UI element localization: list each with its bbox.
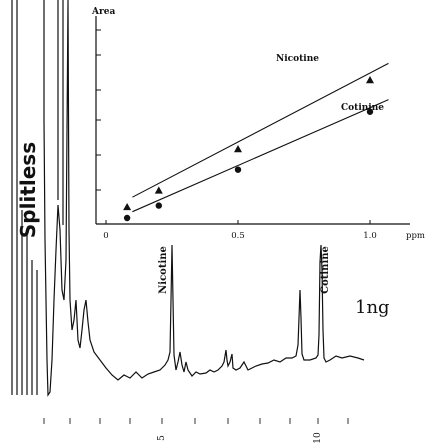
peak-label-cotinine: Cotinine — [320, 246, 331, 294]
inset-x-tick-label: 1.0 — [363, 231, 377, 241]
point-nicotine — [234, 145, 242, 153]
amount-label: 1ng — [355, 297, 390, 318]
peak-label-nicotine: Nicotine — [158, 246, 169, 294]
bottom-tick-label-10: 10 — [313, 432, 323, 444]
series-label-cotinine: Cotinine — [341, 103, 384, 113]
point-nicotine — [366, 76, 374, 84]
trace-line — [43, 0, 365, 397]
inset-y-ticks — [96, 29, 101, 191]
point-cotinine — [123, 214, 131, 222]
inset-x-axis-unit: ppm — [406, 231, 425, 241]
point-cotinine — [155, 202, 162, 209]
chromatogram-trace — [11, 0, 365, 397]
inset-x-tick-label: 0 — [103, 231, 108, 241]
calibration-inset: Area ppm 0 0.5 1.0 Nicotine Cotinine — [91, 7, 425, 241]
point-nicotine — [123, 202, 132, 211]
fit-line-cotinine — [132, 99, 389, 213]
bottom-tick-label-5: 5 — [157, 435, 167, 441]
point-cotinine — [366, 108, 374, 115]
series-label-nicotine: Nicotine — [276, 54, 319, 64]
inset-series — [123, 62, 389, 222]
fit-line-nicotine — [132, 62, 389, 198]
inset-x-tick-label: 0.5 — [231, 231, 245, 241]
point-cotinine — [234, 166, 242, 173]
splitless-label: Splitless — [16, 142, 40, 238]
inset-x-ticks: 0 0.5 1.0 — [103, 220, 377, 241]
point-nicotine — [154, 186, 163, 194]
bottom-axis: 5 10 — [43, 418, 349, 444]
inset-y-axis-label: Area — [91, 7, 115, 17]
